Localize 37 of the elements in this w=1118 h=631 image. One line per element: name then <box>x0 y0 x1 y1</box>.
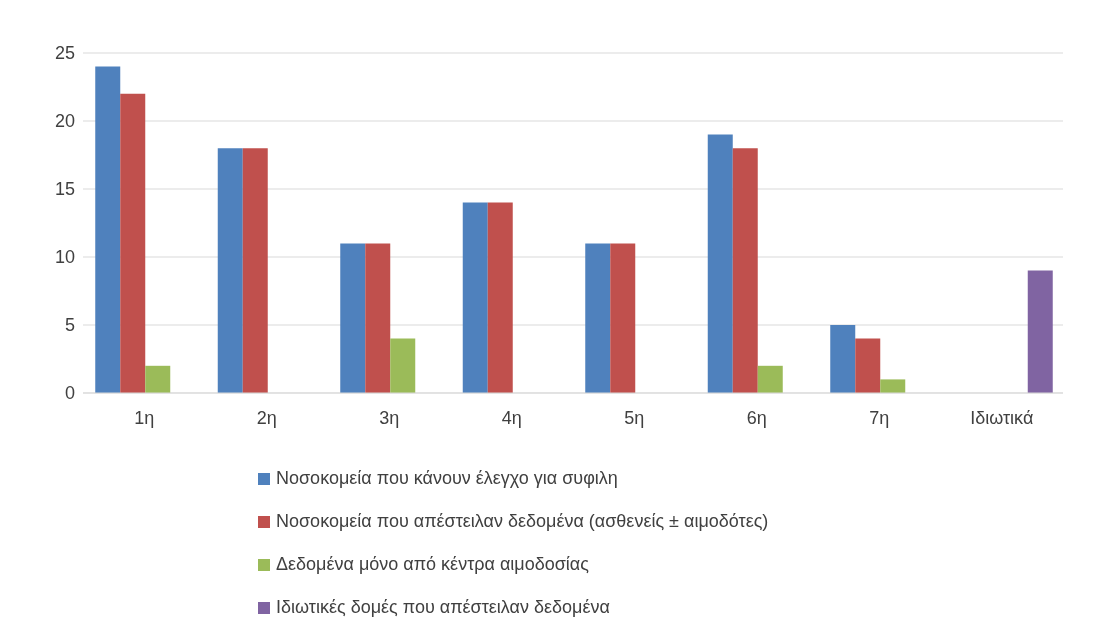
bar <box>365 243 391 393</box>
legend-label: Ιδιωτικές δομές που απέστειλαν δεδομένα <box>276 597 610 618</box>
bar <box>462 202 488 393</box>
legend-label: Δεδομένα μόνο από κέντρα αιμοδοσίας <box>276 554 589 575</box>
y-tick-label: 25 <box>54 43 75 64</box>
y-tick-label: 10 <box>54 247 75 268</box>
x-tick-label: 4η <box>501 407 522 428</box>
x-tick-label: 7η <box>869 407 890 428</box>
bar <box>757 365 783 393</box>
bar <box>830 325 856 393</box>
y-tick-label: 0 <box>64 383 75 404</box>
x-tick-label: Ιδιωτικά <box>970 407 1034 428</box>
x-tick-label: 2η <box>256 407 277 428</box>
x-tick-label: 5η <box>624 407 645 428</box>
bar <box>390 338 416 393</box>
legend-label: Νοσοκομεία που κάνουν έλεγχο για συφιλη <box>276 468 618 489</box>
bar <box>95 66 121 393</box>
y-tick-label: 20 <box>54 111 75 132</box>
bar <box>610 243 636 393</box>
legend-label: Νοσοκομεία που απέστειλαν δεδομένα (ασθενείς ± αιμοδότες) <box>276 511 769 532</box>
bar <box>145 365 171 393</box>
bar <box>732 148 758 393</box>
bar <box>1027 270 1053 393</box>
x-tick-label: 1η <box>134 407 155 428</box>
bar <box>120 93 146 393</box>
x-tick-label: 3η <box>379 407 400 428</box>
bar <box>585 243 611 393</box>
bar <box>340 243 366 393</box>
bar <box>855 338 881 393</box>
bar <box>242 148 268 393</box>
y-tick-label: 5 <box>64 315 75 336</box>
bar <box>880 379 906 393</box>
bar <box>707 134 733 393</box>
y-tick-label: 15 <box>54 179 75 200</box>
bar <box>217 148 243 393</box>
x-tick-label: 6η <box>746 407 767 428</box>
bar <box>487 202 513 393</box>
